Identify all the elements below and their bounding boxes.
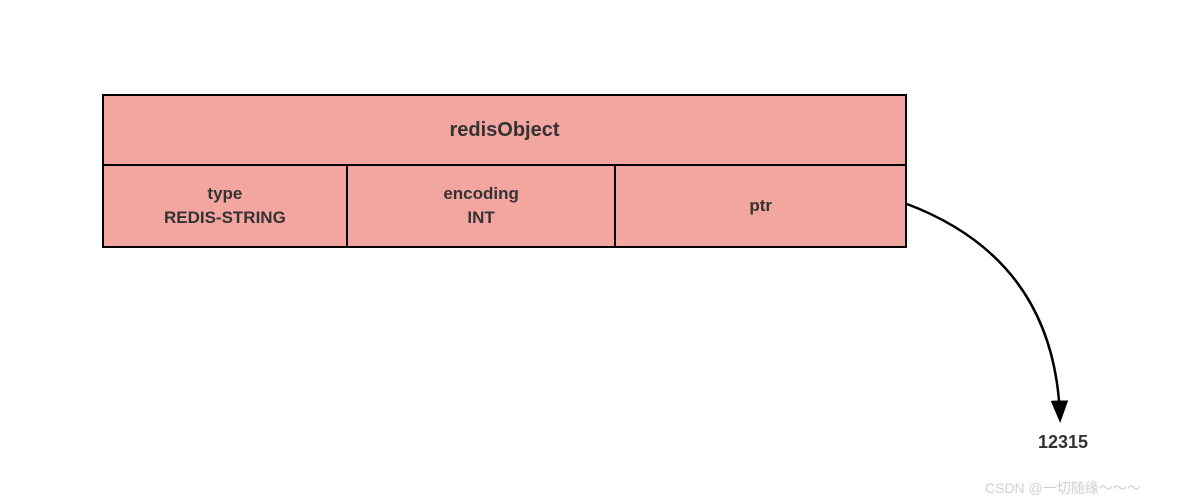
pointer-target-value: 12315 <box>1038 432 1088 453</box>
watermark-text: CSDN @一切随缘～～～ <box>985 478 1141 498</box>
pointer-arrow <box>0 0 1198 502</box>
